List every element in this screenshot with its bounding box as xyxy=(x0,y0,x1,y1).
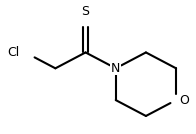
Text: Cl: Cl xyxy=(8,46,20,59)
Text: N: N xyxy=(111,62,120,75)
Text: O: O xyxy=(179,94,189,107)
Text: S: S xyxy=(82,5,90,18)
